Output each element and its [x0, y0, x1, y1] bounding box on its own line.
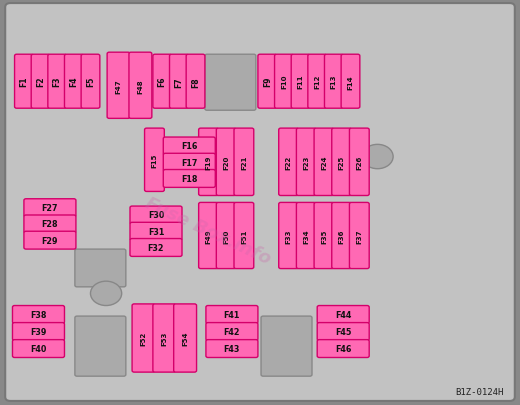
Text: F14: F14	[347, 75, 354, 90]
Text: F33: F33	[285, 229, 292, 243]
Text: F36: F36	[339, 229, 345, 243]
Text: F54: F54	[182, 331, 188, 345]
FancyBboxPatch shape	[206, 323, 258, 341]
FancyBboxPatch shape	[261, 316, 312, 376]
Text: F19: F19	[205, 155, 212, 170]
FancyBboxPatch shape	[258, 55, 277, 109]
FancyBboxPatch shape	[130, 207, 182, 224]
Text: F22: F22	[285, 155, 292, 170]
FancyBboxPatch shape	[205, 55, 256, 111]
FancyBboxPatch shape	[24, 199, 76, 217]
Text: F25: F25	[339, 155, 345, 170]
FancyBboxPatch shape	[163, 154, 215, 172]
FancyBboxPatch shape	[291, 55, 310, 109]
FancyBboxPatch shape	[314, 203, 334, 269]
FancyBboxPatch shape	[296, 203, 316, 269]
Text: F46: F46	[335, 344, 352, 353]
Text: F52: F52	[140, 331, 147, 345]
Text: F39: F39	[30, 327, 47, 336]
Text: F32: F32	[148, 243, 164, 252]
FancyBboxPatch shape	[15, 55, 33, 109]
FancyBboxPatch shape	[199, 203, 218, 269]
FancyBboxPatch shape	[81, 55, 100, 109]
FancyBboxPatch shape	[317, 306, 369, 324]
Text: F51: F51	[241, 229, 247, 243]
Text: F1: F1	[19, 77, 29, 87]
FancyBboxPatch shape	[129, 53, 152, 119]
FancyBboxPatch shape	[174, 304, 197, 372]
Text: F3: F3	[53, 77, 62, 87]
Text: Fuse Box.info: Fuse Box.info	[142, 194, 274, 268]
Text: F16: F16	[181, 142, 198, 151]
Text: F44: F44	[335, 310, 352, 319]
Text: F8: F8	[191, 77, 200, 87]
Text: F17: F17	[181, 158, 198, 167]
FancyBboxPatch shape	[186, 55, 205, 109]
FancyBboxPatch shape	[279, 129, 298, 196]
FancyBboxPatch shape	[332, 203, 352, 269]
FancyBboxPatch shape	[170, 55, 188, 109]
Text: F15: F15	[151, 153, 158, 168]
FancyBboxPatch shape	[31, 55, 50, 109]
Text: F11: F11	[297, 75, 304, 89]
FancyBboxPatch shape	[349, 203, 369, 269]
FancyBboxPatch shape	[130, 223, 182, 241]
Text: F53: F53	[161, 331, 167, 345]
FancyBboxPatch shape	[12, 340, 64, 358]
Text: F47: F47	[115, 79, 122, 94]
Text: F5: F5	[86, 77, 95, 87]
FancyBboxPatch shape	[324, 55, 343, 109]
FancyBboxPatch shape	[349, 129, 369, 196]
FancyBboxPatch shape	[314, 129, 334, 196]
FancyBboxPatch shape	[234, 203, 254, 269]
Text: B1Z-0124H: B1Z-0124H	[455, 387, 503, 396]
Text: F24: F24	[321, 155, 327, 170]
Text: F45: F45	[335, 327, 352, 336]
FancyBboxPatch shape	[64, 55, 83, 109]
Text: F29: F29	[42, 236, 58, 245]
Text: F26: F26	[356, 155, 362, 170]
Text: F18: F18	[181, 175, 198, 183]
FancyBboxPatch shape	[130, 239, 182, 257]
FancyBboxPatch shape	[317, 323, 369, 341]
Text: F41: F41	[224, 310, 240, 319]
FancyBboxPatch shape	[332, 129, 352, 196]
FancyBboxPatch shape	[216, 129, 236, 196]
Text: F43: F43	[224, 344, 240, 353]
FancyBboxPatch shape	[145, 129, 164, 192]
Text: F6: F6	[158, 77, 167, 87]
Text: F4: F4	[69, 77, 79, 87]
Text: F20: F20	[223, 155, 229, 170]
FancyBboxPatch shape	[75, 249, 126, 287]
Text: F7: F7	[174, 77, 184, 87]
Text: F30: F30	[148, 211, 164, 220]
FancyBboxPatch shape	[24, 215, 76, 233]
FancyBboxPatch shape	[275, 55, 293, 109]
FancyBboxPatch shape	[341, 55, 360, 109]
FancyBboxPatch shape	[163, 170, 215, 188]
Circle shape	[90, 281, 122, 306]
Text: F21: F21	[241, 155, 247, 170]
FancyBboxPatch shape	[296, 129, 316, 196]
Text: F34: F34	[303, 228, 309, 243]
FancyBboxPatch shape	[132, 304, 155, 372]
FancyBboxPatch shape	[153, 55, 172, 109]
FancyBboxPatch shape	[308, 55, 327, 109]
Text: F10: F10	[281, 75, 287, 89]
Circle shape	[362, 145, 393, 169]
FancyBboxPatch shape	[206, 306, 258, 324]
Text: F28: F28	[42, 220, 58, 229]
Text: F23: F23	[303, 155, 309, 170]
FancyBboxPatch shape	[206, 340, 258, 358]
Text: F42: F42	[224, 327, 240, 336]
FancyBboxPatch shape	[199, 129, 218, 196]
FancyBboxPatch shape	[24, 232, 76, 249]
FancyBboxPatch shape	[5, 4, 515, 401]
Text: F37: F37	[356, 229, 362, 243]
FancyBboxPatch shape	[153, 304, 176, 372]
Text: F49: F49	[205, 228, 212, 243]
FancyBboxPatch shape	[163, 138, 215, 156]
FancyBboxPatch shape	[216, 203, 236, 269]
Text: F35: F35	[321, 229, 327, 243]
